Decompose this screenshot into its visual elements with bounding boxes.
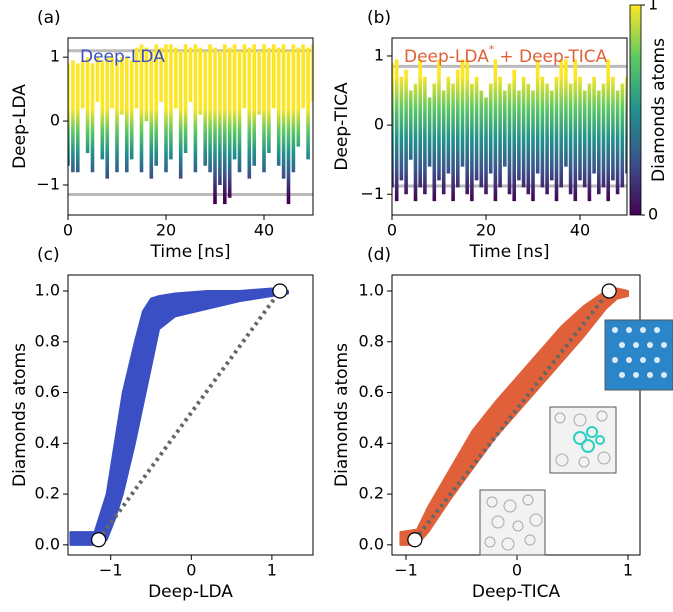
y-tick-label: 1.0 xyxy=(359,280,384,299)
x-tick-label: 0 xyxy=(512,561,522,580)
colorbar xyxy=(629,4,642,216)
x-axis-label: Time [ns] xyxy=(150,242,231,262)
annotation-part: Deep-LDA xyxy=(404,47,489,67)
inset-nucleus-core xyxy=(573,426,605,453)
inset-nucleus-pattern xyxy=(554,410,611,468)
inset-crystal-pattern xyxy=(612,327,667,378)
y-tick-label: 0 xyxy=(50,111,60,130)
x-tick-label: 20 xyxy=(476,221,496,240)
axes-frame xyxy=(391,37,628,216)
y-tick-label: 0.4 xyxy=(35,433,60,452)
x-tick-label: 40 xyxy=(570,221,590,240)
x-tick-label: 0 xyxy=(387,221,397,240)
y-tick-label: 0.2 xyxy=(35,484,60,503)
x-tick-label: 40 xyxy=(254,221,274,240)
y-tick-label: 0.0 xyxy=(35,534,60,553)
y-tick-label: 1 xyxy=(374,45,384,64)
y-tick-label: −1 xyxy=(36,174,60,193)
annotation-part: + Deep-TICA xyxy=(499,47,607,67)
annotation: Deep-LDA xyxy=(80,47,165,67)
y-tick-label: 1 xyxy=(50,47,60,66)
y-tick-label: −1 xyxy=(360,184,384,203)
y-tick-label: 1.0 xyxy=(35,280,60,299)
inset-nucleus xyxy=(549,406,617,474)
colorbar-tick-label: 0 xyxy=(648,205,658,224)
y-axis-label: Deep-TICA xyxy=(332,82,352,171)
x-axis-label: Deep-TICA xyxy=(472,582,561,602)
y-tick-label: 0.8 xyxy=(359,331,384,350)
axes-frame xyxy=(67,37,314,216)
annotation: Deep-LDA* + Deep-TICA xyxy=(404,43,608,67)
plot-area xyxy=(69,287,290,546)
point-cloud xyxy=(399,287,630,546)
colorbar-tick-label: 1 xyxy=(648,0,658,14)
endpoint-marker xyxy=(91,532,107,548)
x-tick-label: −1 xyxy=(99,561,123,580)
inset-liquid-pattern xyxy=(484,494,543,551)
y-tick-label: 0.6 xyxy=(35,382,60,401)
annotation-part: Deep-LDA xyxy=(80,47,165,67)
panel-label: (c) xyxy=(37,245,60,265)
point-cloud xyxy=(69,287,290,546)
endpoint-marker xyxy=(407,532,423,548)
y-axis-label: Deep-LDA xyxy=(10,84,30,169)
x-tick-label: 1 xyxy=(623,561,633,580)
panel-label: (a) xyxy=(37,8,61,28)
y-axis-label: Diamonds atoms xyxy=(332,343,352,487)
x-tick-label: 20 xyxy=(156,221,176,240)
axes-frame xyxy=(67,274,314,556)
y-tick-label: 0.2 xyxy=(359,484,384,503)
plot-area xyxy=(399,287,630,546)
structure-insets xyxy=(479,319,673,556)
y-axis-label: Diamonds atoms xyxy=(10,343,30,487)
panel-label: (b) xyxy=(367,8,391,28)
endpoint-marker xyxy=(272,283,288,299)
x-tick-label: −1 xyxy=(394,561,418,580)
inset-liquid xyxy=(479,489,546,556)
x-axis-label: Deep-LDA xyxy=(148,582,233,602)
y-tick-label: 0 xyxy=(374,115,384,134)
y-tick-label: 0.4 xyxy=(359,433,384,452)
x-tick-label: 0 xyxy=(63,221,73,240)
y-tick-label: 0.0 xyxy=(359,534,384,553)
plot-area xyxy=(68,44,313,205)
endpoint-marker xyxy=(601,283,617,299)
x-axis-label: Time [ns] xyxy=(469,242,550,262)
colorbar-label: Diamonds atoms xyxy=(649,38,669,182)
annotation-part: * xyxy=(489,43,495,56)
panel-label: (d) xyxy=(367,245,391,265)
y-tick-label: 0.8 xyxy=(35,331,60,350)
y-tick-label: 0.6 xyxy=(359,382,384,401)
x-tick-label: 0 xyxy=(186,561,196,580)
path-line xyxy=(97,289,282,541)
x-tick-label: 1 xyxy=(267,561,277,580)
plot-area xyxy=(392,59,627,202)
